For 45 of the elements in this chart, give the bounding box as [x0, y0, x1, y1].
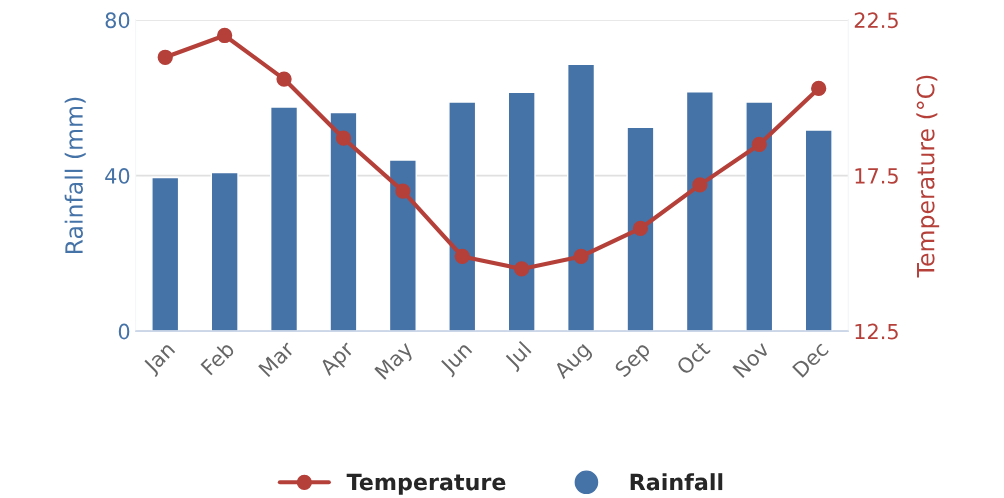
x-tick-label: Nov — [732, 340, 771, 379]
point — [692, 177, 708, 193]
point — [751, 136, 767, 153]
x-tick-label: Oct — [675, 340, 711, 376]
point — [335, 130, 352, 146]
bar — [329, 111, 358, 332]
bar — [151, 176, 180, 332]
x-tick-label: Jun — [438, 341, 476, 378]
point — [811, 80, 827, 97]
point — [514, 261, 530, 277]
point — [573, 248, 589, 265]
x-tick-label: Dec — [792, 340, 830, 378]
x-tick-label: Jul — [503, 340, 535, 373]
bar — [685, 91, 714, 332]
x-tick-label: Apr — [318, 339, 358, 380]
bar — [626, 126, 655, 332]
bar — [269, 106, 299, 332]
x-tick-label: Sep — [613, 340, 654, 381]
bar — [804, 129, 833, 332]
x-tick-label: Aug — [552, 341, 594, 383]
legend-label: Temperature — [346, 473, 506, 495]
x-tick-label: Mar — [258, 339, 296, 378]
x-tick-label: Jan — [142, 341, 179, 378]
legend-label: Rainfall — [630, 473, 723, 491]
y2-axis-title: Temperature (°C) — [916, 75, 940, 278]
point — [217, 27, 233, 44]
y-axis-title: Rainfall (mm) — [64, 97, 86, 254]
bar — [567, 63, 596, 332]
point — [632, 220, 649, 237]
bar — [448, 101, 477, 332]
y-tick-label: 40 — [105, 168, 130, 184]
x-tick-label: Feb — [200, 340, 236, 376]
point — [157, 49, 173, 65]
y2-tick-label: 17.5 — [855, 168, 898, 184]
y2-tick-label: 12.5 — [855, 323, 898, 340]
y-tick-label: 80 — [105, 12, 130, 29]
bar — [388, 159, 417, 332]
y2-tick-label: 22.5 — [854, 12, 898, 29]
point — [276, 71, 292, 87]
bar — [745, 101, 774, 332]
bar — [210, 171, 239, 332]
point — [395, 183, 411, 199]
bar — [507, 91, 536, 332]
y-tick-label: 0 — [118, 323, 130, 340]
point — [454, 248, 470, 265]
